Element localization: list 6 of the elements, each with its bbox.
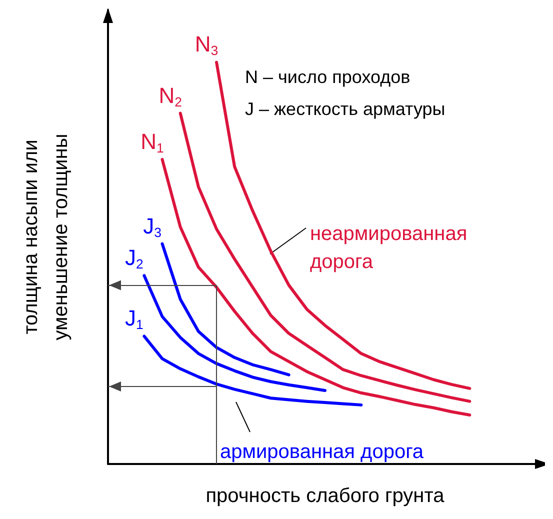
x-axis-title: прочность слабого грунта <box>206 485 446 507</box>
annotation: неармированная дорога <box>310 223 468 273</box>
annotation: J – жесткость арматуры <box>245 99 446 119</box>
annotation: N – число проходов <box>245 67 410 87</box>
y-axis-title: толщина насыпи или уменьшение толщины <box>20 134 72 340</box>
annotation: армированная дорога <box>220 441 424 463</box>
